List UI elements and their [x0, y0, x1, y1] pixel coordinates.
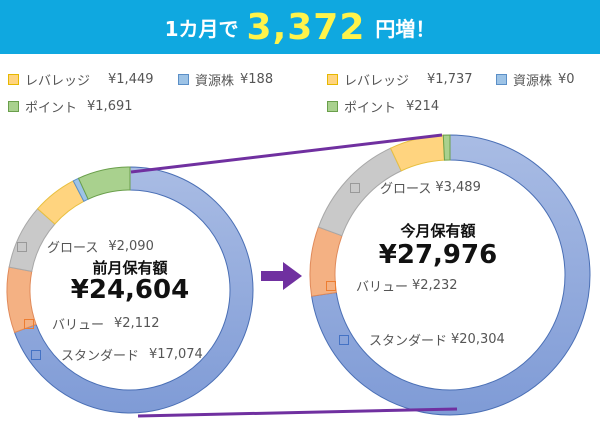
banner-prefix: 1カ月で — [164, 16, 239, 41]
headline-banner: 1カ月で 3,372 円増！ — [0, 0, 600, 54]
square-icon — [326, 280, 336, 291]
legend-label: 資源株 — [195, 74, 235, 89]
label-value: ¥2,232 — [412, 278, 458, 293]
banner-suffix: 円増！ — [375, 16, 436, 41]
swatch-icon — [327, 101, 338, 112]
prev-donut — [6, 166, 254, 414]
legend-label: 資源株 — [513, 74, 553, 89]
banner-amount: 3,372 — [246, 6, 366, 48]
prev-label-value: バリュー ¥2,112 — [24, 314, 160, 333]
donut-segment — [77, 166, 131, 200]
label-name: スタンダード — [369, 334, 448, 349]
label-name: スタンダード — [61, 349, 140, 364]
curr-label-value: バリュー ¥2,232 — [326, 276, 458, 295]
curr-label-standard: スタンダード ¥20,304 — [339, 330, 505, 349]
legend-item-resource: 資源株 ¥188 — [178, 70, 273, 89]
label-value: ¥20,304 — [451, 332, 505, 347]
label-value: ¥3,489 — [435, 180, 481, 195]
label-value: ¥2,112 — [114, 316, 160, 331]
square-icon — [24, 318, 34, 329]
swatch-icon — [178, 74, 189, 85]
square-icon — [17, 241, 27, 252]
legend-value: ¥1,737 — [427, 72, 473, 87]
zoom-connector-top — [130, 133, 443, 174]
legend-label: ポイント — [25, 101, 78, 116]
legend-label: ポイント — [344, 101, 397, 116]
legend-value: ¥1,691 — [87, 99, 133, 114]
legend-value: ¥1,449 — [108, 72, 154, 87]
square-icon — [339, 334, 349, 345]
square-icon — [31, 349, 41, 360]
prev-label-growth: グロース ¥2,090 — [17, 237, 154, 256]
legend-item-leverage: レバレッジ ¥1,737 — [327, 70, 473, 89]
legend-item-resource: 資源株 ¥0 — [496, 70, 575, 89]
legend-label: レバレッジ — [25, 74, 91, 89]
zoom-connector-bottom — [137, 407, 458, 418]
label-name: バリュー — [52, 318, 105, 333]
square-icon — [350, 182, 360, 193]
legend-value: ¥0 — [558, 72, 575, 87]
swatch-icon — [496, 74, 507, 85]
swatch-icon — [8, 101, 19, 112]
donut-segment — [442, 134, 451, 161]
legend-item-leverage: レバレッジ ¥1,449 — [8, 70, 154, 89]
legend-item-point: ポイント ¥214 — [327, 97, 439, 116]
donut-segment — [13, 166, 254, 414]
curr-center-total: ¥27,976 — [378, 240, 498, 270]
legend-label: レバレッジ — [344, 74, 410, 89]
swatch-icon — [327, 74, 338, 85]
curr-center-title: 今月保有額 — [400, 222, 476, 240]
prev-center-total: ¥24,604 — [70, 275, 190, 305]
label-value: ¥2,090 — [108, 239, 154, 254]
arrow-right-icon — [261, 262, 302, 290]
prev-label-standard: スタンダード ¥17,074 — [31, 345, 203, 364]
legend-item-point: ポイント ¥1,691 — [8, 97, 133, 116]
swatch-icon — [8, 74, 19, 85]
label-name: グロース — [47, 241, 99, 256]
legend-value: ¥214 — [406, 99, 440, 114]
label-name: グロース — [380, 182, 432, 197]
curr-label-growth: グロース ¥3,489 — [350, 178, 481, 197]
donut-segment — [311, 134, 591, 416]
label-name: バリュー — [356, 280, 409, 295]
label-value: ¥17,074 — [149, 347, 203, 362]
prev-center-title: 前月保有額 — [92, 259, 168, 277]
legend-value: ¥188 — [240, 72, 274, 87]
curr-donut — [309, 134, 591, 416]
